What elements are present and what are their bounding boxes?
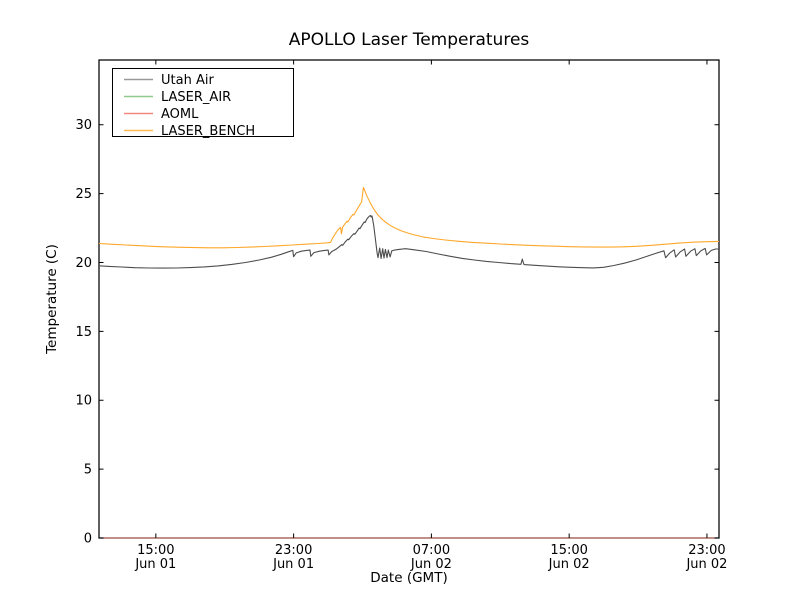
- x-tick-date-label: Jun 01: [134, 557, 176, 572]
- x-tick-date-label: Jun 02: [410, 557, 452, 572]
- legend-label-aoml: AOML: [161, 107, 199, 122]
- x-tick-date-label: Jun 02: [685, 557, 727, 572]
- y-tick-label: 25: [75, 187, 92, 202]
- y-tick-label: 5: [84, 463, 92, 478]
- x-tick-time-label: 15:00: [550, 543, 587, 558]
- y-tick-label: 15: [75, 325, 92, 340]
- series-layer: [98, 186, 720, 539]
- y-tick-label: 30: [75, 118, 92, 133]
- y-axis-label: Temperature (C): [44, 244, 60, 355]
- y-tick-label: 0: [84, 532, 92, 547]
- x-tick-time-label: 23:00: [275, 543, 312, 558]
- x-axis-label: Date (GMT): [370, 570, 447, 586]
- x-tick-date-label: Jun 02: [548, 557, 590, 572]
- x-tick-date-label: Jun 01: [272, 557, 314, 572]
- x-tick-time-label: 23:00: [688, 543, 725, 558]
- legend-label-laser-air: LASER_AIR: [161, 90, 231, 105]
- series-line-laser-bench: [98, 186, 720, 249]
- y-tick-label: 20: [75, 256, 92, 271]
- chart-title: APOLLO Laser Temperatures: [289, 30, 530, 50]
- legend-label-laser-bench: LASER_BENCH: [161, 124, 255, 139]
- series-line-utah-air: [98, 214, 719, 269]
- legend-label-utah-air: Utah Air: [161, 73, 214, 88]
- x-tick-time-label: 07:00: [413, 543, 450, 558]
- legend: Utah Air LASER_AIR AOML LASER_BENCH: [112, 68, 294, 139]
- y-tick-label: 10: [75, 394, 92, 409]
- x-tick-time-label: 15:00: [137, 543, 174, 558]
